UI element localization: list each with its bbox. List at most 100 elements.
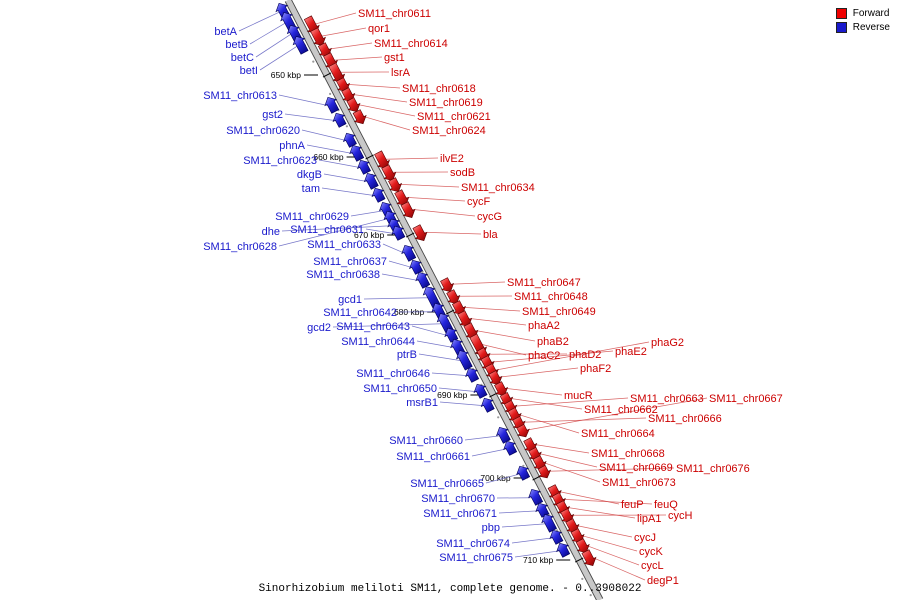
gene-arrow[interactable]: [516, 423, 530, 438]
gene-arrow[interactable]: [292, 36, 309, 55]
gene-label[interactable]: cycK: [639, 546, 664, 558]
gene-arrow[interactable]: [457, 310, 473, 328]
gene-arrow[interactable]: [363, 172, 379, 190]
gene-label[interactable]: feuP: [621, 499, 644, 511]
gene-label[interactable]: SM11_chr0668: [591, 448, 665, 460]
gene-label[interactable]: phaD2: [569, 349, 601, 361]
gene-label[interactable]: SM11_chr0660: [389, 435, 463, 447]
gene-label[interactable]: SM11_chr0621: [417, 111, 491, 123]
gene-label[interactable]: SM11_chr0631: [290, 224, 364, 236]
gene-arrow[interactable]: [412, 224, 428, 242]
gene-label[interactable]: SM11_chr0663: [630, 393, 704, 405]
gene-label[interactable]: SM11_chr0618: [402, 83, 476, 95]
gene-label[interactable]: SM11_chr0643: [336, 321, 410, 333]
gene-label[interactable]: SM11_chr0623: [243, 155, 317, 167]
gene-label[interactable]: SM11_chr0661: [396, 451, 470, 463]
gene-label[interactable]: SM11_chr0673: [602, 477, 676, 489]
gene-label[interactable]: cycF: [467, 196, 491, 208]
gene-arrow[interactable]: [422, 286, 441, 309]
gene-label[interactable]: SM11_chr0642: [323, 307, 397, 319]
gene-label[interactable]: SM11_chr0649: [522, 306, 596, 318]
gene-label[interactable]: cycH: [668, 510, 693, 522]
gene-arrow[interactable]: [444, 327, 459, 343]
gene-arrow[interactable]: [451, 300, 466, 316]
gene-label[interactable]: gcd2: [307, 322, 331, 334]
gene-arrow[interactable]: [488, 370, 503, 386]
gene-arrow[interactable]: [581, 549, 597, 567]
gene-arrow[interactable]: [516, 465, 531, 481]
gene-arrow[interactable]: [371, 187, 386, 203]
gene-label[interactable]: SM11_chr0667: [709, 393, 783, 405]
gene-label[interactable]: ilvE2: [440, 153, 464, 165]
gene-arrow[interactable]: [570, 528, 585, 544]
gene-label[interactable]: SM11_chr0674: [436, 538, 510, 550]
gene-arrow[interactable]: [391, 225, 406, 241]
gene-label[interactable]: cycG: [477, 211, 502, 223]
gene-label[interactable]: ptrB: [397, 349, 417, 361]
gene-arrow[interactable]: [535, 502, 550, 518]
gene-label[interactable]: mucR: [564, 390, 593, 402]
gene-label[interactable]: feuQ: [654, 499, 678, 511]
gene-label[interactable]: dhe: [262, 226, 280, 238]
gene-label[interactable]: SM11_chr0664: [581, 428, 655, 440]
gene-arrow[interactable]: [346, 97, 361, 113]
gene-arrow[interactable]: [394, 189, 410, 207]
gene-label[interactable]: phaC2: [528, 350, 560, 362]
gene-label[interactable]: phaF2: [580, 363, 611, 375]
gene-label[interactable]: phnA: [279, 140, 305, 152]
gene-arrow[interactable]: [465, 367, 480, 383]
gene-label[interactable]: SM11_chr0611: [358, 8, 431, 20]
gene-arrow[interactable]: [503, 440, 518, 456]
gene-arrow[interactable]: [409, 259, 424, 275]
gene-arrow[interactable]: [332, 112, 347, 128]
gene-label[interactable]: SM11_chr0669: [599, 462, 673, 474]
gene-label[interactable]: msrB1: [406, 397, 438, 409]
gene-label[interactable]: tam: [302, 183, 320, 195]
gene-label[interactable]: phaB2: [537, 336, 569, 348]
gene-label[interactable]: gst1: [384, 52, 405, 64]
gene-arrow[interactable]: [342, 132, 357, 148]
gene-arrow[interactable]: [310, 27, 326, 46]
gene-label[interactable]: phaA2: [528, 320, 560, 332]
gene-label[interactable]: SM11_chr0619: [409, 97, 483, 109]
gene-arrow[interactable]: [556, 542, 571, 558]
gene-arrow[interactable]: [495, 426, 511, 444]
gene-arrow[interactable]: [415, 271, 431, 289]
gene-arrow[interactable]: [528, 488, 544, 506]
gene-label[interactable]: SM11_chr0624: [412, 125, 486, 137]
gene-arrow[interactable]: [575, 538, 590, 554]
gene-label[interactable]: SM11_chr0638: [306, 269, 380, 281]
gene-arrow[interactable]: [541, 514, 558, 533]
gene-arrow[interactable]: [494, 381, 509, 397]
gene-label[interactable]: SM11_chr0647: [507, 277, 581, 289]
gene-label[interactable]: SM11_chr0628: [203, 241, 277, 253]
gene-arrow[interactable]: [440, 277, 455, 293]
gene-arrow[interactable]: [456, 350, 473, 371]
gene-label[interactable]: SM11_chr0666: [648, 413, 722, 425]
gene-label[interactable]: dkgB: [297, 169, 322, 181]
gene-arrow[interactable]: [374, 150, 390, 169]
gene-label[interactable]: SM11_chr0614: [374, 38, 448, 50]
gene-label[interactable]: phaG2: [651, 337, 684, 349]
gene-label[interactable]: betC: [231, 52, 254, 64]
gene-label[interactable]: bla: [483, 229, 499, 241]
gene-arrow[interactable]: [317, 42, 332, 58]
gene-label[interactable]: degP1: [647, 575, 679, 587]
gene-arrow[interactable]: [357, 159, 372, 175]
gene-label[interactable]: SM11_chr0633: [307, 239, 381, 251]
gene-arrow[interactable]: [381, 164, 397, 182]
gene-label[interactable]: cycJ: [634, 532, 656, 544]
gene-label[interactable]: SM11_chr0650: [363, 383, 437, 395]
gene-label[interactable]: SM11_chr0620: [226, 125, 300, 137]
gene-arrow[interactable]: [446, 289, 461, 305]
gene-arrow[interactable]: [473, 383, 488, 399]
gene-label[interactable]: SM11_chr0662: [584, 404, 658, 416]
gene-label[interactable]: SM11_chr0675: [439, 552, 513, 564]
gene-label[interactable]: cycL: [641, 560, 664, 572]
gene-arrow[interactable]: [549, 529, 564, 545]
gene-label[interactable]: SM11_chr0644: [341, 336, 415, 348]
gene-label[interactable]: SM11_chr0665: [410, 478, 484, 490]
gene-label[interactable]: lsrA: [391, 67, 411, 79]
gene-label[interactable]: gcd1: [338, 294, 362, 306]
gene-label[interactable]: SM11_chr0646: [356, 368, 430, 380]
